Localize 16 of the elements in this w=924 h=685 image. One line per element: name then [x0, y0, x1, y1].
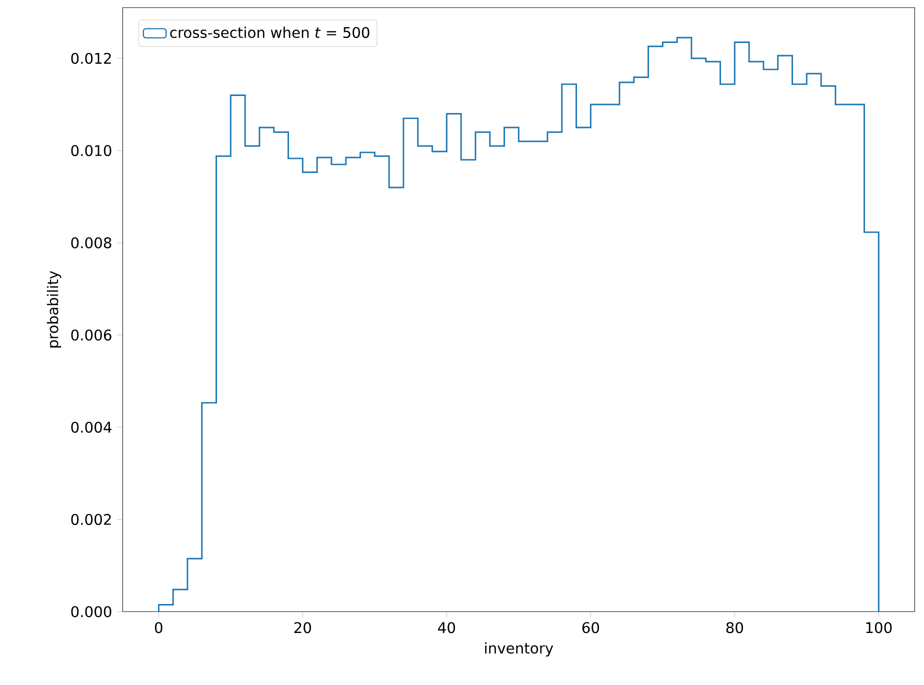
y-axis-title: probability [46, 270, 62, 348]
y-tick-label: 0.002 [71, 514, 111, 525]
y-tick-label: 0.010 [71, 145, 112, 156]
y-tick-label: 0.006 [71, 329, 112, 341]
x-tick-label: 60 [582, 622, 600, 634]
legend-label: cross-section when t = 500 [170, 26, 370, 38]
x-axis-title: inventory [485, 642, 554, 657]
x-tick-label: 0 [154, 622, 162, 634]
y-tick-label: 0.000 [71, 606, 112, 618]
x-tick-label: 40 [438, 622, 456, 634]
y-tick-label: 0.008 [71, 237, 112, 248]
y-tick-label: 0.012 [71, 52, 111, 64]
x-tick-label: 80 [726, 622, 744, 634]
y-tick-label: 0.004 [71, 422, 112, 433]
x-tick-label: 20 [294, 622, 312, 634]
x-tick-label: 100 [866, 622, 892, 634]
